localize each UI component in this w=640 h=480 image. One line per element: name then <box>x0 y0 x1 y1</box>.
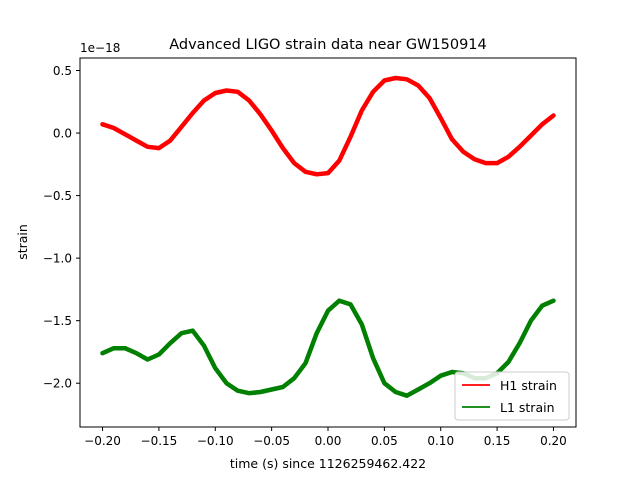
x-tick-label: −0.10 <box>197 434 234 448</box>
series-line-0 <box>100 75 556 177</box>
x-tick-label: −0.05 <box>253 434 290 448</box>
x-axis-label: time (s) since 1126259462.422 <box>230 456 426 471</box>
y-offset-label: 1e−18 <box>80 41 120 55</box>
y-tick-label: −0.5 <box>43 189 72 203</box>
legend-label-h1: H1 strain <box>500 378 557 393</box>
legend-box <box>454 371 570 421</box>
y-axis-label: strain <box>15 224 30 260</box>
chart-title: Advanced LIGO strain data near GW150914 <box>169 37 487 53</box>
x-axis: −0.20 −0.15 −0.10 −0.05 0.00 0.05 0.10 0.15 0.20 <box>84 427 567 448</box>
x-tick-label: 0.20 <box>540 434 567 448</box>
y-tick-label: 0.5 <box>53 64 72 78</box>
x-tick-label: 0.10 <box>427 434 454 448</box>
x-tick-label: 0.05 <box>371 434 398 448</box>
y-tick-label: −1.5 <box>43 314 72 328</box>
x-tick-label: −0.15 <box>141 434 178 448</box>
legend-label-l1: L1 strain <box>500 400 555 415</box>
x-tick-label: 0.15 <box>484 434 511 448</box>
y-axis: 0.5 0.0 −0.5 −1.0 −1.5 −2.0 <box>43 64 80 391</box>
legend: H1 strain L1 strain <box>454 371 570 421</box>
x-tick-label: −0.20 <box>84 434 121 448</box>
y-tick-label: 0.0 <box>53 127 72 141</box>
y-tick-label: −1.0 <box>43 252 72 266</box>
y-tick-label: −2.0 <box>43 377 72 391</box>
x-tick-label: 0.00 <box>315 434 342 448</box>
